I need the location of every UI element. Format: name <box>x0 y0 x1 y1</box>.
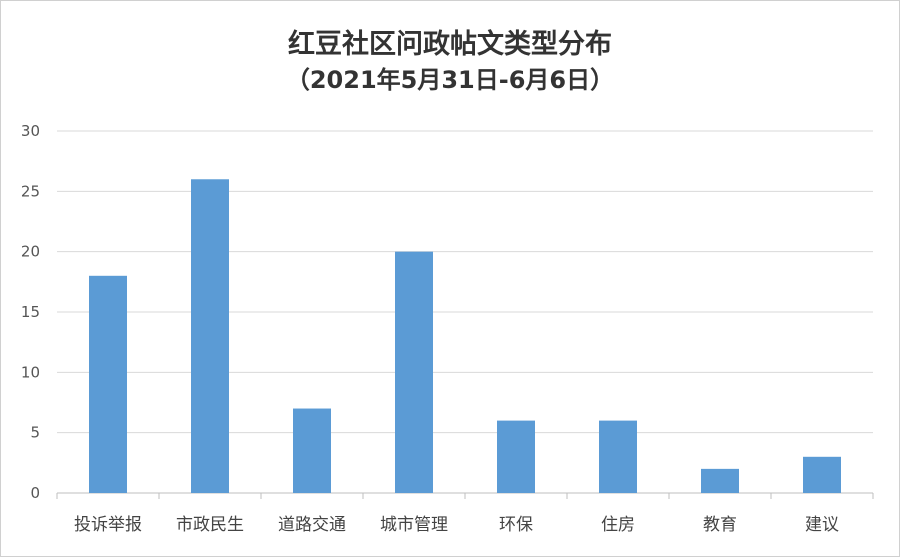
bar-1 <box>89 275 127 493</box>
x-tick-label: 城市管理 <box>380 515 448 535</box>
chart-subtitle: （2021年5月31日-6月6日） <box>285 66 615 94</box>
bar-2 <box>191 179 229 493</box>
x-tick-label: 道路交通 <box>278 515 346 535</box>
x-tick-label: 建议 <box>805 515 839 535</box>
x-tick-label: 环保 <box>499 515 533 535</box>
y-tick-label: 30 <box>21 122 40 140</box>
y-tick-label: 5 <box>30 424 40 442</box>
bar-6 <box>599 420 637 493</box>
y-tick-label: 10 <box>21 363 40 381</box>
bar-4 <box>395 251 433 493</box>
y-tick-label: 25 <box>21 182 40 200</box>
x-tick-label: 市政民生 <box>176 515 244 535</box>
bar-7 <box>701 468 739 493</box>
bar-8 <box>803 456 841 493</box>
x-tick-label: 教育 <box>703 515 737 535</box>
chart-title: 红豆社区问政帖文类型分布 <box>288 29 612 60</box>
x-tick-label: 投诉举报 <box>74 515 142 535</box>
bar-3 <box>293 408 331 493</box>
y-tick-label: 0 <box>30 484 40 502</box>
x-tick-label: 住房 <box>601 515 635 535</box>
bar-5 <box>497 420 535 493</box>
y-tick-label: 20 <box>21 243 40 261</box>
y-tick-label: 15 <box>21 303 40 321</box>
